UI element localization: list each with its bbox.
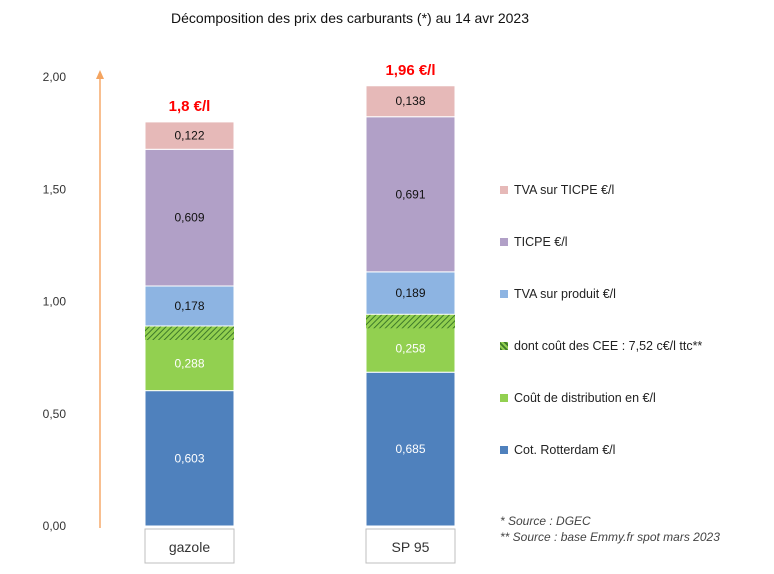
legend-swatch [500,394,508,402]
y-tick-label: 2,00 [43,70,67,84]
data-label: 0,288 [174,356,204,370]
data-label: 0,609 [174,211,204,225]
legend-label: Cot. Rotterdam €/l [514,443,616,457]
legend-item: dont coût des CEE : 7,52 c€/l ttc** [500,338,702,354]
source-note-2: ** Source : base Emmy.fr spot mars 2023 [500,530,720,544]
data-label: 0,691 [395,187,425,201]
bar-segment [144,121,235,150]
legend-label: dont coût des CEE : 7,52 c€/l ttc** [514,339,703,353]
bar-segment [144,148,235,287]
legend-item: TVA sur produit €/l [500,286,616,302]
data-label: 0,189 [395,286,425,300]
legend-item: TVA sur TICPE €/l [500,182,614,198]
y-tick-label: 0,50 [43,407,67,421]
legend-swatch [500,290,508,298]
legend-swatch [500,342,508,350]
legend-label: TVA sur TICPE €/l [514,183,615,197]
legend-item: TICPE €/l [500,234,568,250]
total-label: 1,8 €/l [169,98,211,115]
y-tick-label: 0,00 [43,519,67,533]
legend-item: Cot. Rotterdam €/l [500,442,615,458]
x-axis: gazole SP 95 [144,528,456,564]
source-note-1: * Source : DGEC [500,514,591,528]
data-label: 0,138 [395,94,425,108]
category-box [365,528,456,564]
data-label: 0,122 [174,129,204,143]
y-tick-label: 1,50 [43,182,67,196]
bar-segment [365,85,456,118]
y-tick-label: 1,00 [43,295,67,309]
legend-item: Coût de distribution en €/l [500,390,656,406]
legend-swatch [500,238,508,246]
legend-label: TVA sur produit €/l [514,287,616,301]
total-label: 1,96 €/l [385,62,435,79]
y-axis: 0,00 0,50 1,00 1,50 2,00 [43,70,67,533]
data-label: 0,603 [174,451,204,465]
legend-swatch [500,446,508,454]
legend-label: TICPE €/l [514,235,568,249]
category-label: SP 95 [392,539,430,555]
bar-segment [144,390,235,527]
bar-segment-cee-hatch [366,314,455,329]
bar-segment [365,271,456,315]
arrow-head [96,70,104,79]
data-label: 0,685 [395,442,425,456]
orange-arrow [96,70,104,528]
bar-segment-cee-hatch [145,325,234,340]
bar-segment [144,285,235,327]
bar-segment [365,371,456,527]
data-label: 0,178 [174,299,204,313]
data-label: 0,258 [395,341,425,355]
legend-label: Coût de distribution en €/l [514,391,656,405]
legend-swatch [500,186,508,194]
bar-segment [365,116,456,273]
bars-group: 0,603 0,288 0,178 0,609 0,122 1,8 €/l 0,685 0,2… [144,62,456,527]
chart-title: Décomposition des prix des carburants (*… [171,10,529,26]
category-label: gazole [169,539,210,555]
category-box [144,528,235,564]
